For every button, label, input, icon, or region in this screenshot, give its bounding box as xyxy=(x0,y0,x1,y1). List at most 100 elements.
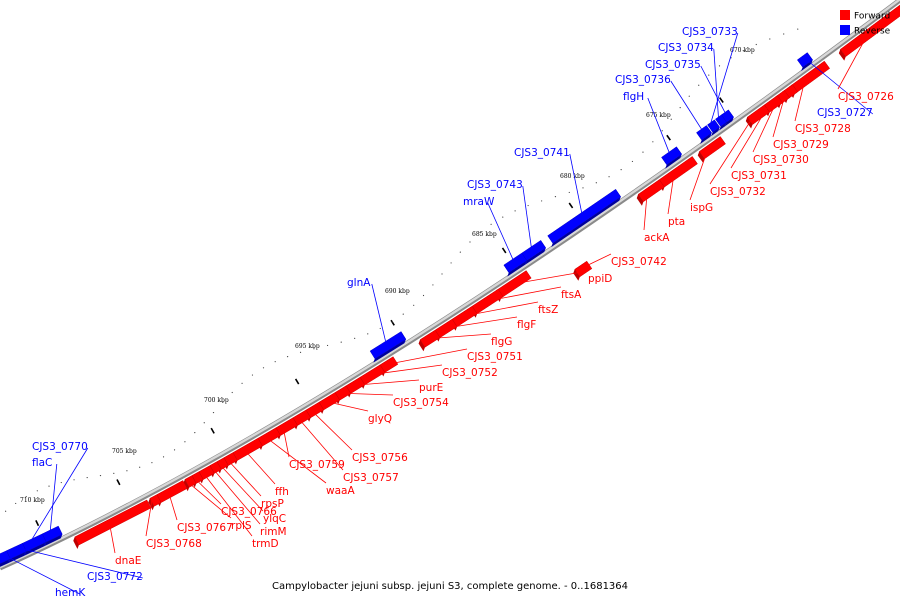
gene-label-CJS3_0757[interactable]: CJS3_0757 xyxy=(297,417,399,484)
gene-name: CJS3_0743 xyxy=(467,179,523,191)
gene-label-CJS3_0727[interactable]: CJS3_0727 xyxy=(802,55,874,119)
gene-label-rpsP[interactable]: rpsP xyxy=(226,458,284,510)
minor-tick xyxy=(595,182,597,184)
gene-label-flgF[interactable]: flgF xyxy=(442,316,536,331)
gene-label-ackA[interactable]: ackA xyxy=(643,190,670,244)
leader-line xyxy=(186,481,232,519)
gene-block-CJS3_0726[interactable] xyxy=(838,3,900,61)
gene-label-CJS3_0728[interactable]: CJS3_0728 xyxy=(794,77,851,135)
gene-label-CJS3_0734[interactable]: CJS3_0734 xyxy=(658,42,719,118)
gene-label-glnA[interactable]: glnA xyxy=(347,277,386,342)
legend: Forward Reverse xyxy=(840,10,891,37)
gene-block-CJS3_0733[interactable] xyxy=(707,119,721,137)
gene-face-side xyxy=(700,132,712,144)
gene-label-ffh[interactable]: ffh xyxy=(243,449,289,498)
gene-name: rpsP xyxy=(261,498,284,510)
gene-label-CJS3_0732[interactable]: CJS3_0732 xyxy=(709,114,766,198)
gene-block-CJS3_0734[interactable] xyxy=(715,114,728,131)
gene-label-ftsZ[interactable]: ftsZ xyxy=(460,301,559,318)
gene-block-mraW[interactable] xyxy=(503,252,528,277)
leader-line xyxy=(713,48,719,118)
gene-name: CJS3_0766 xyxy=(221,506,277,518)
leader-line xyxy=(282,426,290,458)
leader-line xyxy=(339,392,394,396)
minor-tick xyxy=(203,422,205,424)
gene-face-top xyxy=(637,179,665,203)
gene-label-CJS3_0743[interactable]: CJS3_0743 xyxy=(467,179,532,247)
minor-tick xyxy=(60,481,62,484)
gene-label-CJS3_0735[interactable]: CJS3_0735 xyxy=(645,59,726,113)
gene-block-rplS[interactable] xyxy=(183,475,197,492)
gene-name: ppiD xyxy=(588,273,612,285)
gene-label-rimM[interactable]: rimM xyxy=(211,467,287,538)
gene-label-CJS3_0768[interactable]: CJS3_0768 xyxy=(145,500,202,550)
gene-label-waaA[interactable]: waaA xyxy=(265,436,356,497)
gene-label-CJS3_0733[interactable]: CJS3_0733 xyxy=(682,26,739,123)
leader-line xyxy=(647,97,670,153)
gene-label-CJS3_0742[interactable]: CJS3_0742 xyxy=(579,253,667,270)
gene-name: trmD xyxy=(252,538,279,550)
minor-tick xyxy=(469,241,471,243)
gene-label-ylqC[interactable]: ylqC xyxy=(218,463,286,525)
gene-label-flgH[interactable]: flgH xyxy=(623,91,670,153)
gene-face-top xyxy=(184,475,197,488)
gene-label-flaC[interactable]: flaC xyxy=(32,457,58,531)
backbone-highlight xyxy=(0,0,900,569)
gene-label-dnaE[interactable]: dnaE xyxy=(108,522,141,567)
gene-name: flgH xyxy=(623,91,644,103)
gene-label-CJS3_0756[interactable]: CJS3_0756 xyxy=(310,409,408,464)
gene-block-ackA[interactable] xyxy=(636,179,665,206)
gene-label-CJS3_0731[interactable]: CJS3_0731 xyxy=(730,103,787,182)
gene-label-CJS3_0759[interactable]: CJS3_0759 xyxy=(282,426,345,471)
minor-tick xyxy=(402,313,404,315)
gene-label-CJS3_0751[interactable]: CJS3_0751 xyxy=(385,348,523,366)
gene-label-glyQ[interactable]: glyQ xyxy=(325,400,392,425)
leader-line xyxy=(569,153,583,213)
leader-line xyxy=(371,283,386,342)
gene-label-CJS3_0730[interactable]: CJS3_0730 xyxy=(752,97,809,166)
gene-label-ftsA[interactable]: ftsA xyxy=(483,286,582,303)
gene-block-ispG[interactable] xyxy=(697,136,726,163)
gene-label-pta[interactable]: pta xyxy=(667,171,685,228)
gene-block-dnaE[interactable] xyxy=(73,499,152,549)
gene-label-CJS3_0767[interactable]: CJS3_0767 xyxy=(168,491,233,534)
gene-label-ispG[interactable]: ispG xyxy=(689,147,713,214)
gene-label-flgG[interactable]: flgG xyxy=(426,333,512,348)
gene-name: CJS3_0735 xyxy=(645,59,701,71)
gene-label-hemK[interactable]: hemK xyxy=(0,553,87,599)
gene-label-CJS3_0772[interactable]: CJS3_0772 xyxy=(14,546,143,583)
gene-block-CJS3_0736[interactable] xyxy=(696,125,713,144)
legend-swatch xyxy=(840,25,850,35)
leader-line xyxy=(145,500,153,537)
gene-label-CJS3_0729[interactable]: CJS3_0729 xyxy=(772,92,829,151)
minor-tick xyxy=(367,333,369,335)
gene-label-trmD[interactable]: trmD xyxy=(202,472,279,550)
gene-face-top xyxy=(547,188,622,244)
leader-line xyxy=(202,472,253,537)
leader-line xyxy=(226,458,262,497)
leader-line xyxy=(752,97,779,153)
gene-block-CJS3_0735[interactable] xyxy=(721,109,735,127)
gene-label-CJS3_0754[interactable]: CJS3_0754 xyxy=(339,392,449,409)
gene-label-purE[interactable]: purE xyxy=(351,379,444,394)
gene-label-CJS3_0736[interactable]: CJS3_0736 xyxy=(615,74,702,130)
gene-label-CJS3_0766[interactable]: CJS3_0766 xyxy=(193,477,277,518)
minor-tick xyxy=(5,510,7,512)
tick-label: 680 kbp xyxy=(560,173,585,180)
gene-label-CJS3_0741[interactable]: CJS3_0741 xyxy=(514,147,583,213)
gene-label-mraW[interactable]: mraW xyxy=(463,196,514,260)
gene-block-flgH[interactable] xyxy=(661,146,683,169)
gene-block-flaC[interactable] xyxy=(41,525,63,546)
gene-label-CJS3_0726[interactable]: CJS3_0726 xyxy=(837,30,894,103)
gene-label-CJS3_0752[interactable]: CJS3_0752 xyxy=(368,364,498,379)
leader-line xyxy=(643,190,648,231)
gene-label-ppiD[interactable]: ppiD xyxy=(509,270,613,285)
tick-label: 690 kbp xyxy=(385,288,410,295)
gene-label-CJS3_0770[interactable]: CJS3_0770 xyxy=(32,441,89,539)
gene-label-rplS[interactable]: rplS xyxy=(186,481,252,532)
minor-tick xyxy=(755,43,757,46)
gene-name: ylqC xyxy=(263,513,286,525)
gene-block-hemK[interactable] xyxy=(0,550,11,569)
gene-block-glnA[interactable] xyxy=(369,331,407,363)
gene-block-CJS3_0741[interactable] xyxy=(547,188,622,248)
